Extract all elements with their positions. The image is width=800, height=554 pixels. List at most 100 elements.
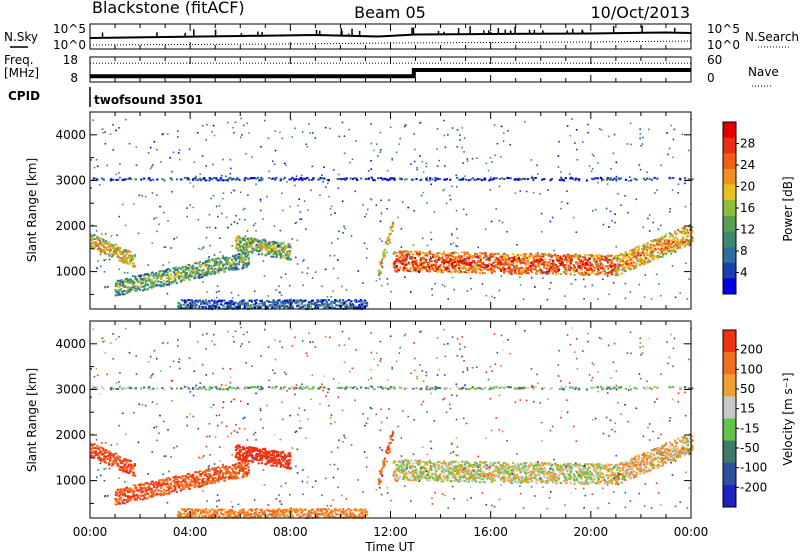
velocity-cell bbox=[122, 492, 125, 495]
power-cell bbox=[124, 178, 127, 181]
power-cell bbox=[463, 151, 465, 153]
velocity-cell bbox=[181, 482, 184, 485]
power-cell bbox=[667, 242, 671, 245]
power-cell bbox=[282, 303, 285, 306]
power-cell bbox=[566, 125, 569, 127]
power-cell bbox=[679, 242, 682, 245]
power-cell bbox=[491, 268, 495, 271]
power-cell bbox=[563, 259, 566, 262]
velocity-cell bbox=[193, 484, 196, 487]
velocity-cell bbox=[115, 462, 118, 465]
power-cell bbox=[477, 267, 480, 270]
velocity-cell bbox=[187, 484, 190, 487]
velocity-cell bbox=[177, 486, 181, 489]
power-cell bbox=[629, 268, 632, 271]
power-colorbar-label: 4 bbox=[740, 266, 748, 280]
power-cell bbox=[676, 247, 679, 250]
power-cell bbox=[140, 178, 143, 181]
power-cell bbox=[271, 243, 274, 246]
power-cell bbox=[422, 267, 425, 270]
power-cell bbox=[524, 263, 527, 266]
power-cell bbox=[286, 246, 289, 249]
power-cell bbox=[622, 265, 625, 268]
power-cell bbox=[631, 259, 634, 262]
power-cell bbox=[334, 299, 338, 302]
power-cell bbox=[665, 243, 668, 246]
velocity-cell bbox=[164, 490, 167, 493]
power-cell bbox=[230, 264, 233, 267]
power-cell bbox=[239, 191, 242, 194]
velocity-cell bbox=[124, 457, 127, 460]
power-cell bbox=[438, 252, 441, 255]
velocity-cell bbox=[174, 475, 178, 478]
power-cell bbox=[216, 261, 219, 264]
velocity-cell bbox=[112, 454, 115, 457]
power-cell bbox=[328, 306, 331, 309]
power-cell bbox=[553, 269, 556, 272]
power-cell bbox=[654, 239, 657, 242]
power-cell bbox=[475, 157, 478, 160]
power-cell bbox=[425, 261, 428, 263]
power-cell bbox=[201, 262, 205, 265]
power-cell bbox=[89, 235, 92, 238]
power-cell bbox=[470, 271, 474, 274]
power-cell bbox=[585, 261, 589, 264]
power-cell bbox=[295, 299, 298, 302]
power-cell bbox=[430, 260, 433, 263]
power-cell bbox=[279, 300, 283, 303]
power-cell bbox=[537, 173, 539, 175]
power-cell bbox=[188, 148, 191, 151]
power-cell bbox=[244, 258, 247, 261]
power-cell bbox=[270, 245, 274, 248]
power-cell bbox=[178, 302, 181, 305]
power-cell bbox=[519, 270, 522, 273]
power-cell bbox=[236, 243, 239, 246]
power-cell bbox=[502, 271, 506, 274]
power-cell bbox=[509, 177, 512, 180]
power-cell bbox=[279, 254, 282, 257]
power-cell bbox=[416, 252, 419, 255]
power-cell bbox=[234, 306, 237, 309]
power-cell bbox=[297, 304, 300, 307]
power-cell bbox=[194, 306, 197, 309]
power-cell bbox=[296, 263, 299, 265]
velocity-cell bbox=[122, 490, 125, 493]
power-colorbar-segment bbox=[723, 215, 736, 232]
power-cell bbox=[277, 241, 280, 244]
power-cell bbox=[548, 287, 551, 290]
power-cell bbox=[627, 256, 630, 259]
velocity-cell bbox=[180, 489, 183, 492]
velocity-cell bbox=[176, 477, 179, 480]
power-colorbar-label: 20 bbox=[740, 180, 755, 194]
power-cell bbox=[254, 249, 257, 252]
power-cell bbox=[239, 245, 242, 248]
power-cell bbox=[458, 179, 460, 181]
power-cell bbox=[589, 264, 593, 267]
power-cell bbox=[422, 261, 425, 264]
velocity-cell bbox=[143, 482, 146, 485]
power-cell bbox=[96, 267, 98, 270]
power-cell bbox=[213, 271, 216, 274]
power-cell bbox=[235, 244, 238, 247]
velocity-cell bbox=[151, 480, 154, 483]
power-cell bbox=[541, 178, 544, 181]
power-cell bbox=[244, 247, 248, 250]
velocity-cell bbox=[159, 484, 162, 487]
velocity-cell bbox=[108, 462, 111, 465]
power-cell bbox=[602, 267, 606, 270]
power-cell bbox=[378, 274, 381, 277]
power-cell bbox=[448, 263, 451, 266]
power-cell bbox=[218, 306, 221, 309]
power-cell bbox=[529, 266, 532, 269]
power-cell bbox=[682, 241, 685, 244]
power-cell bbox=[632, 253, 635, 256]
power-cell bbox=[534, 286, 536, 288]
power-cell bbox=[436, 266, 439, 269]
power-cell bbox=[218, 264, 221, 267]
power-cell bbox=[550, 178, 553, 181]
power-cell bbox=[490, 178, 494, 181]
power-cell bbox=[590, 263, 593, 266]
power-cell bbox=[472, 267, 475, 270]
power-cell bbox=[544, 270, 547, 273]
power-cell bbox=[340, 304, 343, 307]
